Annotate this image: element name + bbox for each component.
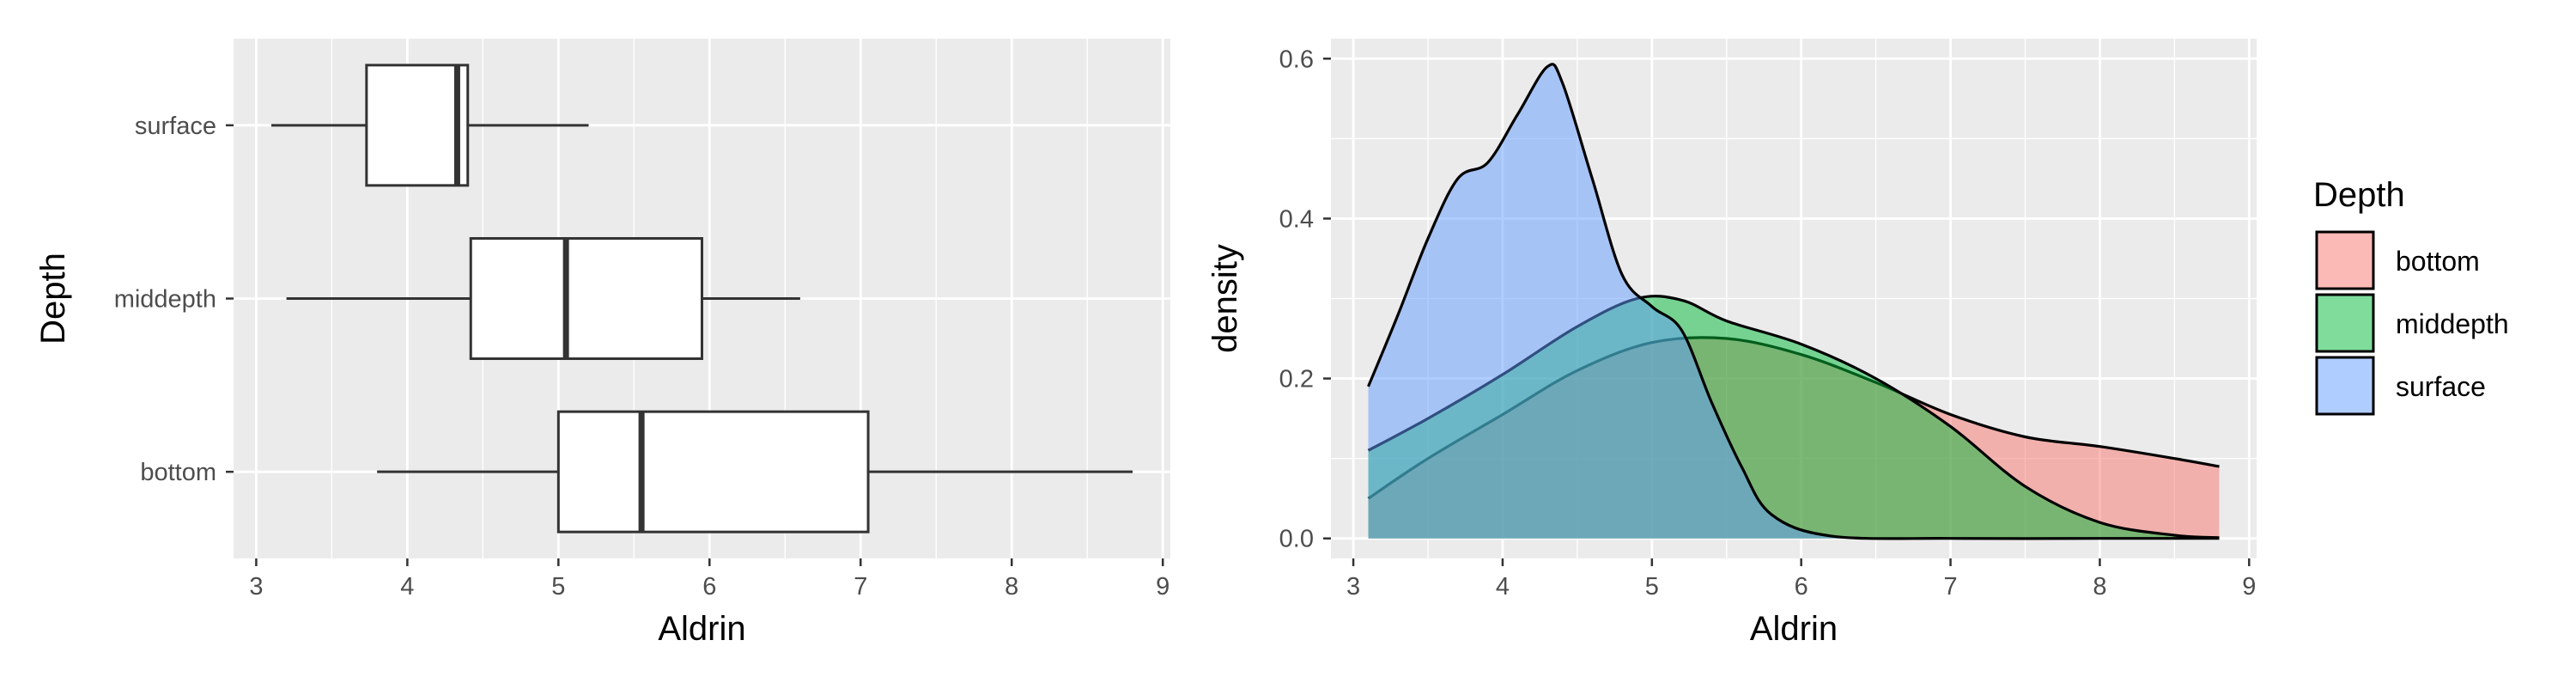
boxplot-x-tick-label: 7 [854,573,867,601]
legend-key-middepth [2315,293,2375,353]
legend-item-surface: surface [2315,356,2486,416]
density-y-tick-label: 0.6 [1279,46,1314,73]
box-bottom [377,410,1133,534]
density-y-tick-label: 0.0 [1279,526,1314,553]
boxplot-x-tick-label: 4 [400,573,414,601]
density-y-tick-label: 0.2 [1279,366,1314,393]
boxplot-x-tick-label: 9 [1156,573,1170,601]
box-surface [270,64,589,187]
legend-key-bottom [2315,230,2375,290]
density-x-tick-label: 4 [1496,573,1510,601]
legend-title: Depth [2313,176,2405,214]
boxplot-x-tick-label: 8 [1005,573,1018,601]
legend-key-surface [2315,356,2375,416]
box-middepth [286,237,800,360]
box-body [469,237,703,360]
boxplot-x-tick-label: 5 [551,573,565,601]
boxplot-x-tick-label: 3 [249,573,263,601]
density-x-tick-label: 7 [1943,573,1957,601]
legend-item-bottom: bottom [2315,230,2480,290]
density-series-surface [1367,63,2220,540]
density-x-tick-label: 6 [1795,573,1808,601]
right-x-axis-title: Aldrin [1750,610,1838,648]
legend-label-bottom: bottom [2396,246,2480,277]
boxplot-y-tick-label: surface [135,113,216,140]
density-y-tick-label: 0.4 [1279,205,1314,233]
boxplot-y-tick-label: bottom [140,459,216,486]
box-body [365,64,470,187]
right-y-axis-title: density [1206,244,1244,353]
density-x-tick-label: 3 [1346,573,1360,601]
boxplot-y-tick-label: middepth [114,286,216,314]
density-x-tick-label: 8 [2093,573,2106,601]
left-x-axis-title: Aldrin [658,610,745,648]
legend-item-middepth: middepth [2315,293,2509,353]
density-x-tick-label: 9 [2242,573,2256,601]
density-panel: 3 4 5 6 7 8 9 0.0 0.2 0.4 0.6 [1279,39,2257,601]
legend-label-middepth: middepth [2396,308,2509,339]
left-y-axis-title: Depth [34,253,72,345]
density-line-surface [1367,63,2220,540]
boxplot-panel: 3 4 5 6 7 8 9 surface middepth bottom [114,39,1170,601]
box-body [556,410,870,534]
density-area-surface [1368,64,2220,539]
legend-label-surface: surface [2396,371,2486,402]
density-x-tick-label: 5 [1645,573,1659,601]
boxplot-x-tick-label: 6 [702,573,716,601]
legend: bottom middepth surface [2315,230,2509,416]
